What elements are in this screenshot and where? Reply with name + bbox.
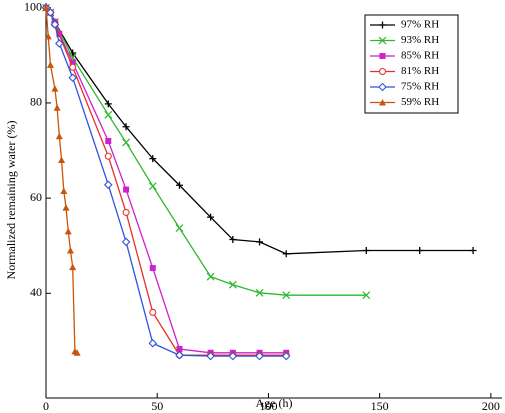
marker <box>149 308 157 316</box>
legend-label: 97% RH <box>401 19 439 31</box>
marker <box>64 227 72 235</box>
x-tick-label: 150 <box>371 399 389 413</box>
marker <box>105 138 112 145</box>
marker <box>416 246 424 254</box>
marker <box>104 100 112 108</box>
legend-label: 59% RH <box>401 96 439 108</box>
marker <box>228 351 238 361</box>
marker <box>175 224 184 233</box>
marker <box>379 99 386 106</box>
marker <box>362 291 371 300</box>
marker <box>379 53 386 59</box>
marker <box>149 265 156 272</box>
marker <box>68 73 77 82</box>
marker <box>55 132 63 140</box>
marker <box>148 338 158 348</box>
series <box>42 3 371 300</box>
marker <box>149 155 157 163</box>
series <box>42 4 81 356</box>
legend-box <box>364 14 459 114</box>
marker <box>69 263 77 271</box>
marker <box>176 345 183 352</box>
marker <box>60 187 68 194</box>
marker <box>255 288 264 297</box>
legend-label: 93% RH <box>401 34 439 46</box>
marker <box>206 351 215 361</box>
legend-label: 81% RH <box>401 65 439 77</box>
y-tick-label: 40 <box>30 285 42 299</box>
marker <box>378 36 387 45</box>
marker <box>104 110 113 119</box>
marker <box>44 32 52 40</box>
series <box>43 4 290 356</box>
series-line <box>45 7 287 354</box>
series <box>42 4 290 359</box>
marker <box>46 61 54 68</box>
marker <box>123 186 130 193</box>
marker <box>121 237 131 247</box>
marker <box>122 208 130 216</box>
y-tick-label: 80 <box>30 95 42 109</box>
marker <box>69 63 77 71</box>
marker <box>282 291 291 300</box>
y-axis-label: Normalized remaining water (%) <box>4 121 18 280</box>
marker <box>55 39 64 48</box>
marker <box>175 181 183 189</box>
marker <box>122 138 131 147</box>
x-tick-label: 100 <box>259 399 277 413</box>
x-axis-label: Age (h) <box>256 396 293 410</box>
marker <box>104 180 113 190</box>
legend-label: 75% RH <box>401 81 439 93</box>
marker <box>104 152 112 160</box>
marker <box>69 59 76 66</box>
marker <box>62 204 70 211</box>
legend: 97% RH 93% RH 85% RH 81% RH 75% RH 59% RH <box>364 14 459 114</box>
marker <box>66 246 74 254</box>
marker <box>46 8 55 17</box>
marker <box>206 272 215 281</box>
series <box>41 3 291 361</box>
marker <box>256 238 264 246</box>
marker <box>228 280 237 289</box>
marker <box>58 156 66 164</box>
y-tick-label: 100 <box>24 0 42 14</box>
marker <box>378 82 387 92</box>
y-tick-label: 60 <box>30 190 42 204</box>
marker <box>51 85 59 92</box>
marker <box>282 250 290 258</box>
marker <box>122 123 130 131</box>
marker <box>207 213 215 221</box>
marker <box>255 351 264 361</box>
x-tick-label: 200 <box>482 399 500 413</box>
x-tick-label: 50 <box>151 399 163 413</box>
marker <box>378 67 387 76</box>
series-line <box>45 7 287 357</box>
marker <box>42 4 50 11</box>
marker <box>379 21 386 29</box>
marker <box>73 349 81 356</box>
marker <box>148 182 157 191</box>
marker <box>362 246 370 254</box>
series-line <box>45 7 287 356</box>
marker <box>50 20 60 29</box>
marker <box>281 351 291 361</box>
marker <box>469 246 477 254</box>
marker <box>53 104 61 111</box>
marker <box>175 350 184 360</box>
x-tick-label: 0 <box>43 399 49 413</box>
legend-label: 85% RH <box>401 50 439 62</box>
marker <box>229 236 237 244</box>
